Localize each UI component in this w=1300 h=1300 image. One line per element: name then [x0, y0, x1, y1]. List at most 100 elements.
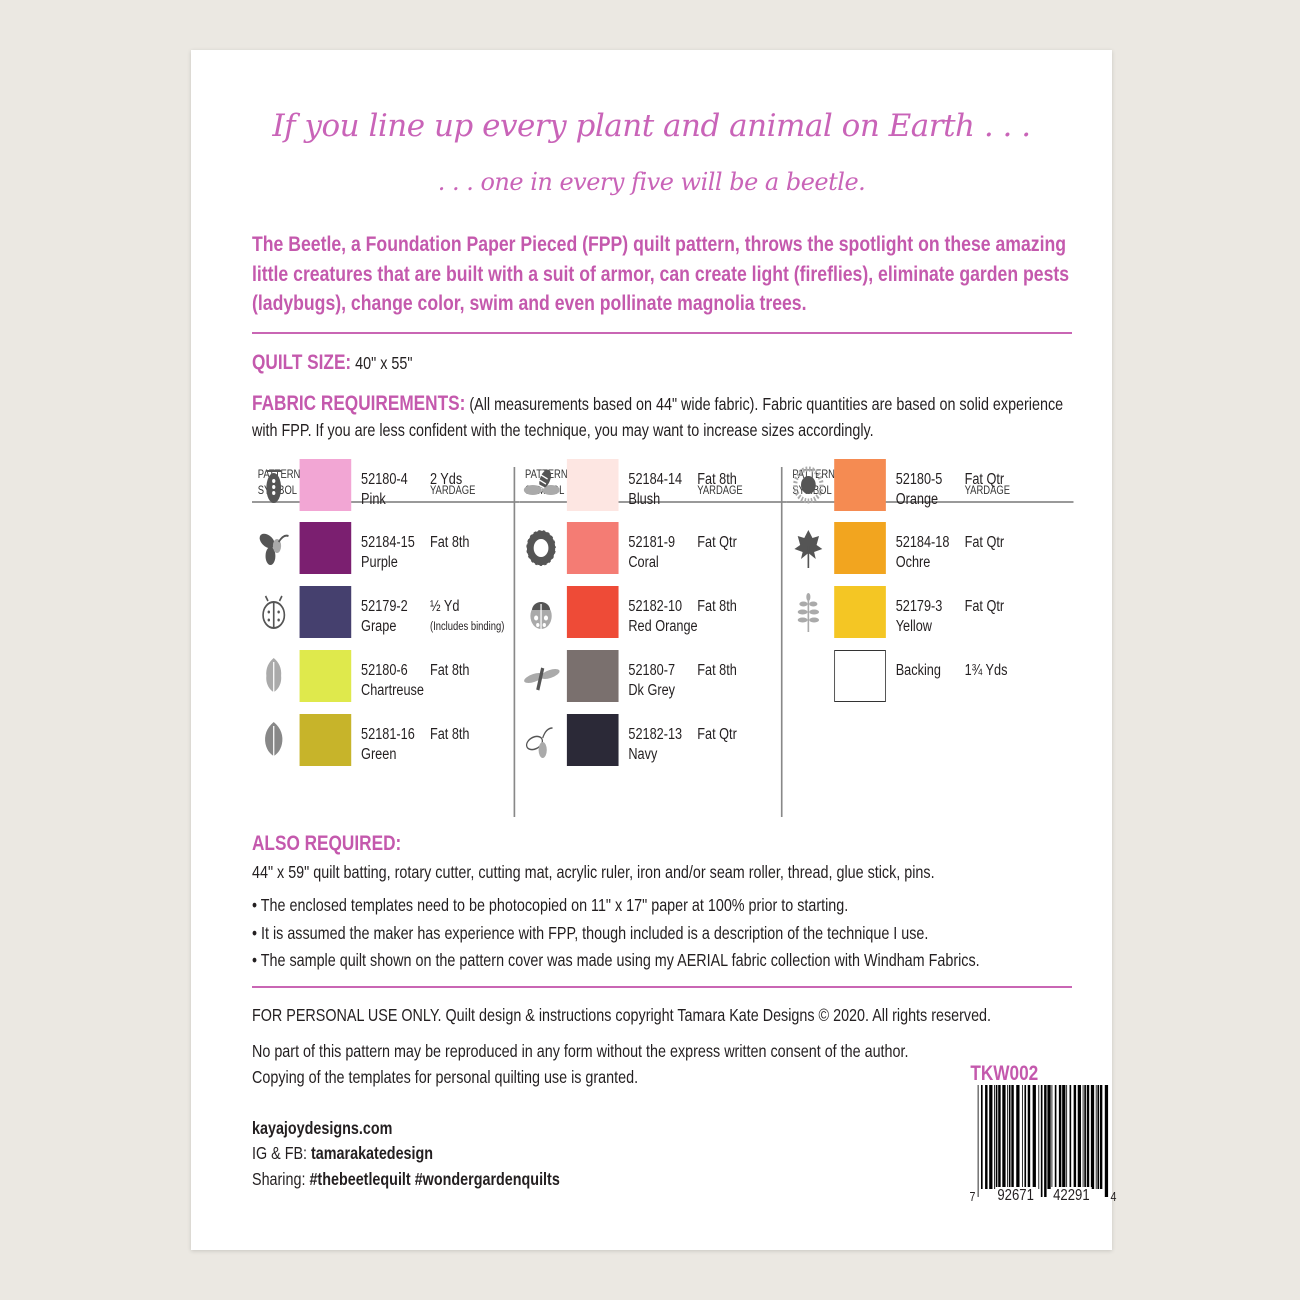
divider [252, 332, 1072, 334]
fabric-swatch [299, 459, 352, 511]
fabric-swatch [566, 714, 619, 766]
fabric-code: 52180-6 Chartreuse [361, 662, 424, 699]
fabric-swatch [299, 586, 352, 638]
fabric-swatch [834, 459, 886, 511]
fabric-code: 52180-5 Orange [895, 471, 943, 508]
barcode-bar [989, 1085, 993, 1189]
dragonfly-icon [524, 667, 560, 691]
fabric-swatch [566, 586, 619, 638]
barcode-bar [1008, 1085, 1011, 1189]
fabric-yardage: Fat Qtr [964, 534, 1005, 551]
fabric-yardage: Fat Qtr [964, 471, 1005, 488]
barcode-digit-last: 4 [1110, 1189, 1117, 1204]
reproduction-notice: No part of this pattern may be reproduce… [252, 1041, 909, 1061]
fabric-code: 52184-18 Ochre [895, 534, 950, 571]
barcode-bar [1032, 1085, 1036, 1189]
barcode-bar [1086, 1085, 1090, 1189]
barcode-bar [1027, 1085, 1031, 1189]
barcode-bar [1097, 1085, 1100, 1189]
yardage-note: (Includes binding) [429, 621, 505, 633]
sku-code: TKW002 [970, 1062, 1039, 1085]
fabric-code: 52181-16 Green [361, 726, 415, 763]
barcode-bar [1073, 1085, 1077, 1189]
barcode-bar [1007, 1085, 1009, 1189]
fabric-yardage: ½ Yd (Includes binding) [430, 597, 504, 637]
barcode-bar [994, 1085, 995, 1189]
barcode-bar [1077, 1085, 1082, 1189]
header-yardage: YARDAGE [429, 485, 476, 497]
fabric-code: 52182-13 Navy [628, 726, 683, 763]
ladybug-outline-icon [262, 595, 286, 629]
hashtags: #thebeetlequilt #wondergardenquilts [309, 1169, 560, 1189]
beetle-icon [266, 470, 282, 503]
personal-use-notice: FOR PERSONAL USE ONLY. Quilt design & in… [252, 1005, 992, 1025]
ladybug-icon [530, 602, 552, 629]
column-divider [780, 467, 783, 817]
firefly-icon [525, 727, 553, 758]
fabric-requirements: FABRIC REQUIREMENTS: (All measurements b… [252, 391, 1072, 443]
barcode-digits-right: 42291 [1051, 1187, 1092, 1205]
barcode-bar [1084, 1085, 1086, 1189]
note-item: • The enclosed templates need to be phot… [252, 895, 849, 915]
fern-icon [797, 593, 820, 632]
barcode-bar [1095, 1085, 1097, 1189]
bee-icon [523, 469, 560, 495]
barcode-bar [1038, 1085, 1040, 1189]
barcode-bar [980, 1085, 983, 1189]
leaf-icon [265, 722, 283, 762]
barcode-bar [1082, 1085, 1084, 1189]
barcode-bar [1051, 1085, 1053, 1189]
note-item: • The sample quilt shown on the pattern … [252, 950, 980, 970]
barcode-bar [1104, 1085, 1109, 1197]
fabric-yardage: 1¾ Yds [964, 662, 1008, 679]
copying-notice: Copying of the templates for personal qu… [252, 1067, 639, 1087]
fabric-swatch [566, 650, 619, 702]
fabric-swatch [299, 714, 352, 766]
header-rule [252, 501, 520, 503]
barcode-bar [1002, 1085, 1006, 1189]
maple-leaf-icon [794, 530, 823, 568]
fabric-yardage: Fat 8th [429, 662, 470, 679]
fabric-yardage: Fat Qtr [697, 726, 737, 743]
social-handle[interactable]: tamarakatedesign [311, 1143, 434, 1163]
website-link[interactable]: kayajoydesigns.com [252, 1118, 393, 1138]
barcode-bar [998, 1085, 1001, 1189]
sunflower-icon [793, 466, 824, 504]
barcode-bar [1044, 1085, 1047, 1197]
barcode-bar [1016, 1085, 1020, 1189]
barcode-bar [1069, 1085, 1072, 1189]
fabric-yardage: Fat 8th [697, 598, 737, 615]
barcode-bar [995, 1085, 998, 1189]
fabric-yardage: Fat 8th [429, 534, 470, 551]
header-rule [786, 501, 1074, 503]
barcode-bar [985, 1085, 988, 1189]
fabric-code: 52182-10 Red Orange [628, 598, 698, 635]
fabric-swatch [834, 650, 886, 702]
also-required-text: 44" x 59" quilt batting, rotary cutter, … [252, 862, 935, 882]
pattern-back-cover: If you line up every plant and animal on… [191, 50, 1116, 1250]
barcode-bar [1090, 1085, 1095, 1189]
fabric-code: 52181-9 Coral [628, 534, 676, 571]
divider [252, 986, 1072, 988]
fabric-yardage: Fat 8th [697, 471, 737, 488]
fabric-code: 52180-7 Dk Grey [628, 662, 676, 699]
fabric-swatch [834, 522, 886, 574]
quote-line-2: . . . one in every five will be a beetle… [437, 168, 866, 196]
barcode-bar [1021, 1085, 1023, 1189]
butterfly-icon [259, 533, 289, 565]
quilt-size-label: QUILT SIZE: [252, 351, 352, 374]
fabric-requirements-text: (All measurements based on 44" wide fabr… [252, 394, 1064, 440]
barcode-bar [1058, 1085, 1062, 1189]
barcode-bar [1040, 1085, 1043, 1197]
note-item: • It is assumed the maker has experience… [252, 922, 929, 943]
barcode-bar [1024, 1085, 1027, 1189]
fabric-swatch [566, 459, 619, 511]
column-divider [513, 467, 515, 817]
barcode-digit-first: 7 [969, 1189, 976, 1204]
sharing-hashtags: Sharing: #thebeetlequilt #wondergardenqu… [252, 1166, 560, 1192]
fabric-yardage: 2 Yds [429, 471, 463, 488]
quilt-size: QUILT SIZE: 40" x 55" [252, 350, 412, 376]
fabric-swatch [299, 650, 352, 702]
quilt-size-value: 40" x 55" [355, 353, 413, 373]
dahlia-icon [525, 529, 557, 567]
